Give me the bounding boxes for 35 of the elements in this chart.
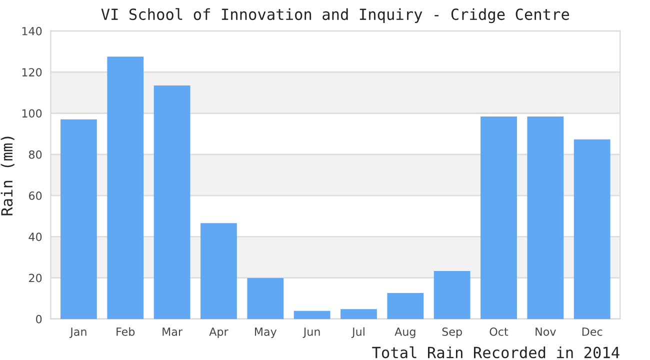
bar (247, 278, 284, 319)
bar (294, 310, 330, 319)
chart-title: VI School of Innovation and Inquiry - Cridge Centre (101, 8, 570, 24)
x-tick-label: Apr (209, 328, 228, 338)
y-tick-label: 80 (28, 150, 42, 159)
x-axis-title: Total Rain Recorded in 2014 (372, 346, 620, 358)
bar (574, 139, 610, 319)
bar (107, 56, 144, 319)
x-tick-label: Jul (351, 327, 364, 338)
x-tick-label: Dec (582, 328, 602, 336)
bar (340, 309, 377, 319)
x-tick-label: Feb (116, 327, 135, 336)
x-tick-label: Oct (490, 327, 508, 336)
x-tick-label: Aug (394, 328, 416, 338)
x-tick-label: Nov (536, 328, 556, 336)
x-tick-label: Sep (442, 327, 462, 338)
bar (60, 119, 97, 319)
y-axis-title: Rain (mm) (0, 136, 14, 216)
y-tick-label: 120 (22, 68, 42, 76)
bar (200, 223, 237, 319)
x-tick-label: May (254, 328, 277, 338)
y-tick-label: 140 (22, 26, 42, 36)
y-tick-label: 0 (36, 314, 42, 324)
bar (387, 293, 424, 319)
bar (154, 85, 190, 319)
x-tick-label: Jun (302, 328, 320, 338)
y-tick-label: 20 (29, 274, 42, 282)
y-tick-label: 60 (29, 192, 42, 200)
x-tick-label: Jan (70, 328, 86, 338)
y-tick-label: 40 (28, 232, 42, 242)
bar (527, 116, 564, 319)
x-tick-label: Mar (162, 328, 183, 336)
bar (434, 271, 470, 319)
bar (480, 116, 517, 319)
y-tick-label: 100 (22, 109, 42, 118)
